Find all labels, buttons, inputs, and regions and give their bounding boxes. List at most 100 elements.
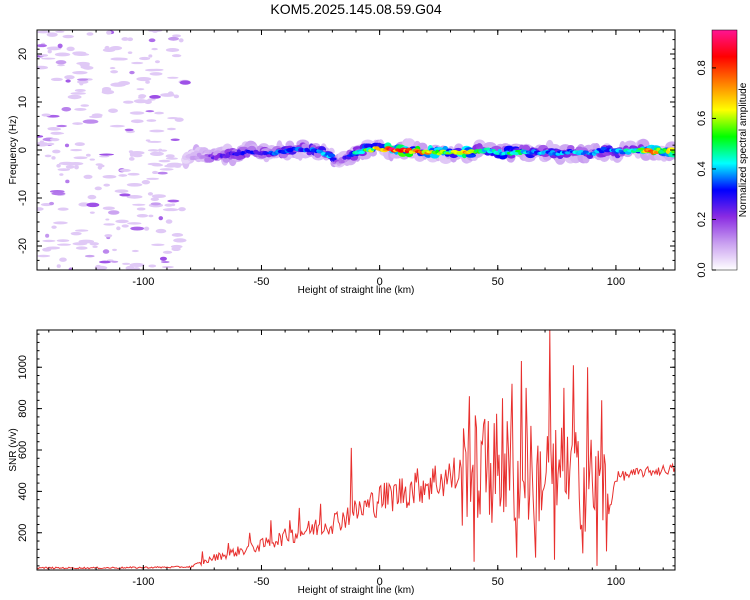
noise-blob [162, 208, 179, 212]
noise-blob [57, 64, 65, 67]
noise-blob [65, 79, 71, 83]
y-tick-label: 200 [17, 524, 29, 542]
noise-blob [79, 63, 90, 67]
noise-blob [46, 46, 62, 51]
noise-blob [56, 239, 70, 242]
noise-blob [65, 164, 75, 169]
noise-blob [46, 32, 58, 37]
noise-blob [89, 158, 95, 161]
noise-blob [131, 249, 139, 253]
noise-blob [115, 219, 129, 224]
x-tick-label: -50 [254, 576, 270, 588]
noise-blob [86, 202, 100, 208]
noise-blob [72, 51, 87, 56]
spectrogram-ylabel: Frequency (Hz) [8, 116, 19, 185]
noise-blob [167, 199, 180, 203]
x-tick-label: 50 [492, 276, 504, 288]
signal-track [181, 138, 675, 170]
noise-blob [72, 70, 88, 75]
noise-blob [37, 30, 51, 34]
noise-blob [109, 67, 116, 70]
noise-blob [41, 57, 56, 60]
noise-blob [145, 139, 151, 142]
noise-blob [102, 206, 115, 210]
noise-blob [128, 150, 134, 154]
noise-blob [37, 207, 44, 211]
noise-blob [129, 262, 145, 268]
noise-blob [147, 140, 162, 143]
snr-xlabel: Height of straight line (km) [298, 585, 415, 596]
noise-blob [51, 156, 56, 160]
noise-blob [99, 155, 110, 158]
noise-blob [150, 151, 164, 157]
noise-blob [72, 242, 88, 246]
noise-blob [136, 213, 149, 218]
noise-blob [70, 92, 86, 95]
noise-blob [148, 264, 157, 268]
noise-blob [138, 94, 147, 98]
noise-blob [37, 254, 51, 258]
noise-blob [59, 257, 67, 262]
noise-blob [145, 68, 159, 72]
noise-blob [151, 47, 158, 51]
noise-blob [55, 30, 65, 33]
noise-blob [79, 81, 84, 86]
noise-blob [106, 30, 112, 35]
noise-blob [148, 30, 163, 33]
noise-blob [171, 54, 182, 58]
noise-blob [62, 34, 74, 39]
noise-blob [86, 32, 94, 36]
noise-blob [56, 264, 61, 268]
noise-blob [80, 104, 90, 107]
noise-blob [159, 168, 174, 171]
noise-blob [155, 228, 167, 234]
noise-blob [103, 183, 110, 187]
signal-core [653, 150, 660, 155]
noise-blob [104, 234, 113, 238]
noise-blob [165, 219, 173, 224]
noise-blob [59, 173, 64, 176]
colorbar-tick-label: 0.8 [696, 60, 708, 75]
noise-blob [119, 193, 131, 197]
colorbar: 0.0 0.2 0.4 0.6 0.8 Normalized spectral ampl… [696, 29, 749, 278]
noise-blob [145, 80, 150, 84]
noise-blob [57, 207, 69, 211]
noise-blob [84, 254, 95, 258]
noise-blob [112, 248, 117, 252]
noise-blob [159, 256, 167, 261]
signal-cell [507, 154, 516, 159]
signal-core [513, 151, 520, 156]
noise-blob [85, 153, 91, 157]
noise-blob [128, 157, 135, 161]
noise-blob [160, 260, 170, 264]
colorbar-tick-label: 0.4 [696, 161, 708, 176]
noise-blob [129, 152, 135, 157]
colorbar-label: Normalized spectral amplitude [738, 82, 749, 217]
noise-blob [165, 154, 175, 158]
noise-blob [127, 172, 140, 176]
noise-blob [141, 179, 151, 185]
noise-blob [164, 164, 178, 168]
noise-blob [122, 100, 134, 104]
noise-blob [167, 76, 179, 79]
noise-blob [132, 153, 143, 158]
noise-blob [105, 218, 110, 221]
noise-blob [154, 111, 164, 115]
noise-blob [131, 61, 144, 65]
noise-blob [51, 192, 66, 196]
x-tick-label: -100 [132, 276, 154, 288]
noise-blob [161, 265, 174, 269]
noise-blob [136, 207, 146, 211]
noise-blob [151, 243, 165, 246]
noise-blob [167, 36, 180, 41]
y-tick-label: 10 [17, 96, 29, 108]
noise-blob [52, 132, 65, 135]
noise-blob [157, 171, 168, 175]
noise-blob [89, 211, 95, 214]
noise-blob [64, 143, 70, 148]
signal-core [340, 159, 345, 164]
colorbar-tick-label: 0.0 [696, 262, 708, 277]
noise-blob [130, 226, 145, 231]
x-tick-label: 0 [377, 276, 383, 288]
noise-blob [98, 260, 112, 264]
